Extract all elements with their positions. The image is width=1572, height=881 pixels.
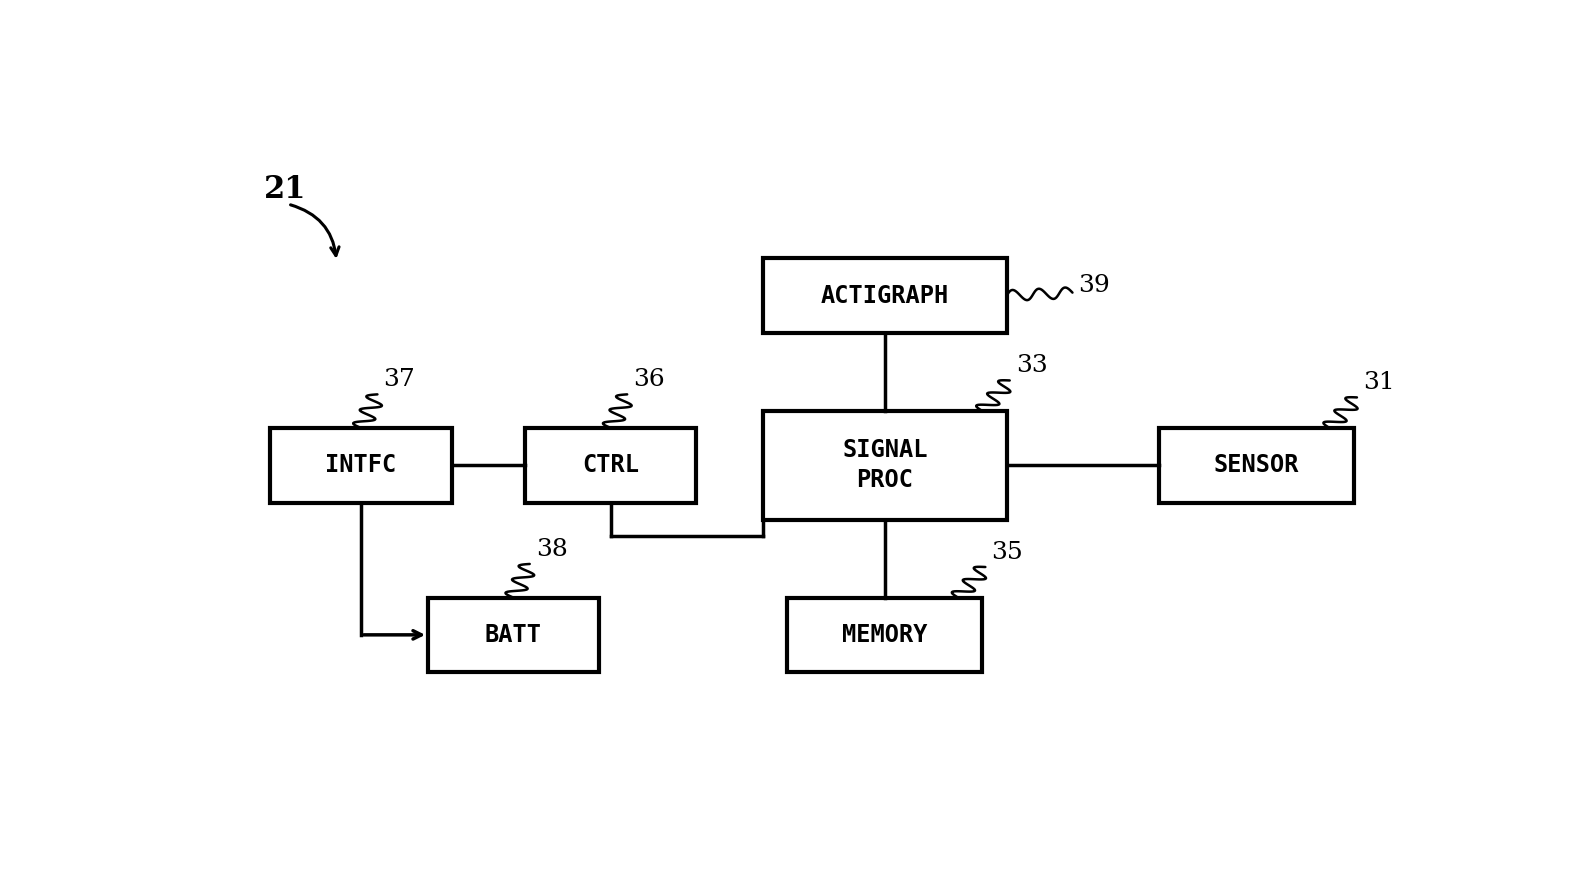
Text: SIGNAL
PROC: SIGNAL PROC <box>843 439 927 492</box>
Text: INTFC: INTFC <box>325 453 396 478</box>
Text: 21: 21 <box>264 174 307 204</box>
Bar <box>762 258 1006 333</box>
Text: 37: 37 <box>384 368 415 391</box>
Text: SENSOR: SENSOR <box>1214 453 1298 478</box>
Text: ACTIGRAPH: ACTIGRAPH <box>821 284 949 307</box>
Bar <box>270 428 453 502</box>
Text: MEMORY: MEMORY <box>843 623 927 647</box>
Text: 31: 31 <box>1363 371 1394 394</box>
Text: 33: 33 <box>1016 354 1047 377</box>
Text: 39: 39 <box>1078 274 1110 297</box>
Text: 35: 35 <box>992 541 1023 564</box>
Text: BATT: BATT <box>484 623 542 647</box>
Bar <box>525 428 696 502</box>
Text: 38: 38 <box>536 537 567 560</box>
Bar <box>788 597 982 672</box>
Bar <box>428 597 599 672</box>
Text: CTRL: CTRL <box>582 453 640 478</box>
Bar <box>1159 428 1353 502</box>
Text: 36: 36 <box>634 368 665 391</box>
Bar <box>762 411 1006 520</box>
